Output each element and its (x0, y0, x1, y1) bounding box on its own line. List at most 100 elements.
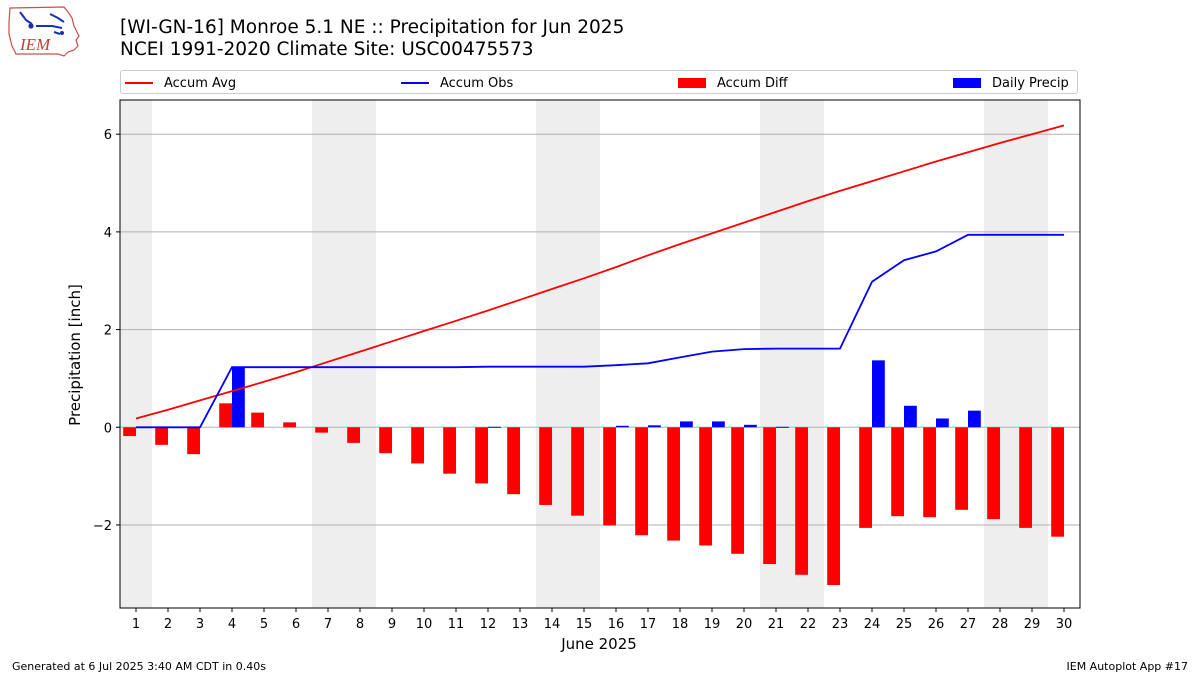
legend-label: Accum Obs (440, 75, 514, 91)
x-tick-label: 20 (736, 617, 753, 632)
accum-diff-bar (763, 427, 776, 565)
accum-diff-bar (635, 427, 648, 536)
y-tick-label: 2 (104, 324, 112, 339)
x-tick-label: 8 (356, 617, 364, 632)
x-tick-label: 25 (896, 617, 913, 632)
x-tick-label: 10 (416, 617, 433, 632)
shade-band (120, 100, 152, 608)
shade-band (568, 100, 600, 608)
y-axis-label: Precipitation [inch] (66, 284, 84, 426)
daily-precip-bar (968, 410, 981, 428)
accum-diff-bar (891, 427, 904, 517)
daily-precip-bar (712, 421, 725, 428)
legend: Accum Avg Accum Obs Accum Diff Daily Pre… (120, 70, 1078, 94)
legend-swatch (678, 78, 706, 88)
legend-swatch (953, 78, 981, 88)
legend-item-daily-precip: Daily Precip (953, 74, 1069, 92)
daily-precip-bar (872, 360, 885, 428)
x-tick-label: 7 (324, 617, 332, 632)
chart-title: [WI-GN-16] Monroe 5.1 NE :: Precipitatio… (120, 17, 625, 38)
x-tick-label: 13 (512, 617, 529, 632)
accum-avg-line (135, 124, 1065, 420)
accum-diff-bar (283, 422, 296, 428)
logo-text: IEM (19, 35, 51, 54)
accum-diff-bar (571, 427, 584, 516)
legend-swatch (401, 82, 429, 84)
accum-diff-bar (923, 427, 936, 518)
footer-app: IEM Autoplot App #17 (1066, 660, 1189, 673)
daily-precip-bar (616, 425, 629, 428)
accum-diff-bar (219, 403, 232, 428)
legend-label: Accum Diff (717, 75, 788, 91)
grid-lines (120, 133, 1080, 526)
x-tick-label: 14 (544, 617, 561, 632)
x-axis-label: June 2025 (560, 635, 637, 653)
x-tick-label: 12 (480, 617, 497, 632)
accum-diff-bar (1051, 427, 1064, 537)
accum-diff-bar (315, 427, 328, 433)
x-tick-label: 6 (292, 617, 300, 632)
accum-diff-bar (443, 427, 456, 474)
accum-diff-bar (603, 427, 616, 526)
daily-precip-bar (904, 405, 917, 428)
accum-diff-bar (859, 427, 872, 528)
shade-band (344, 100, 376, 608)
accum-diff-bar (539, 427, 552, 505)
iem-logo: IEM (8, 6, 80, 57)
chart-subtitle: NCEI 1991-2020 Climate Site: USC00475573 (120, 39, 534, 60)
x-tick-label: 19 (704, 617, 721, 632)
x-tick-label: 27 (960, 617, 977, 632)
shade-band (312, 100, 344, 608)
daily-precip-bar (488, 426, 501, 428)
x-tick-label: 29 (1024, 617, 1041, 632)
weekend-shading (120, 100, 1048, 608)
accum-diff-bar (667, 427, 680, 541)
x-tick-label: 22 (800, 617, 817, 632)
daily-precip-bar (936, 418, 949, 428)
legend-label: Accum Avg (164, 75, 237, 91)
x-tick-label: 17 (640, 617, 657, 632)
daily-precip-bar (776, 426, 789, 428)
accum-diff-bar (411, 427, 424, 464)
x-tick-label: 2 (164, 617, 172, 632)
x-tick-label: 16 (608, 617, 625, 632)
y-tick-label: −2 (93, 519, 112, 534)
accum-diff-bar (251, 412, 264, 428)
accum-diff-bar (347, 427, 360, 443)
y-tick-label: 0 (104, 421, 112, 436)
x-tick-label: 11 (448, 617, 465, 632)
accum-diff-bar (955, 427, 968, 510)
accum-diff-bar (699, 427, 712, 546)
accum-diff-bar (1019, 427, 1032, 528)
x-tick-label: 15 (576, 617, 593, 632)
accum-diff-bar (379, 427, 392, 454)
legend-label: Daily Precip (992, 75, 1069, 91)
x-tick-label: 4 (228, 617, 236, 632)
x-tick-label: 24 (864, 617, 881, 632)
x-tick-label: 23 (832, 617, 849, 632)
daily-precip-bar (648, 425, 661, 428)
shade-band (1016, 100, 1048, 608)
x-tick-label: 3 (196, 617, 204, 632)
accum-diff-bar (475, 427, 488, 484)
shade-band (536, 100, 568, 608)
x-tick-label: 18 (672, 617, 689, 632)
accum-diff-bar (155, 427, 168, 445)
x-tick-label: 9 (388, 617, 396, 632)
accum-diff-bar (187, 427, 200, 455)
y-tick-label: 6 (104, 128, 112, 143)
plot-frame (119, 99, 1081, 609)
footer-generated: Generated at 6 Jul 2025 3:40 AM CDT in 0… (12, 660, 266, 673)
legend-item-accum-diff: Accum Diff (678, 74, 788, 92)
legend-item-accum-avg: Accum Avg (125, 74, 236, 92)
accum-diff-bar (987, 427, 1000, 520)
accum-diff-bar (731, 427, 744, 554)
y-tick-label: 4 (104, 226, 112, 241)
shade-band (984, 100, 1016, 608)
x-tick-label: 28 (992, 617, 1009, 632)
bars (123, 360, 1064, 586)
accum-diff-bar (795, 427, 808, 575)
x-tick-label: 30 (1056, 617, 1073, 632)
